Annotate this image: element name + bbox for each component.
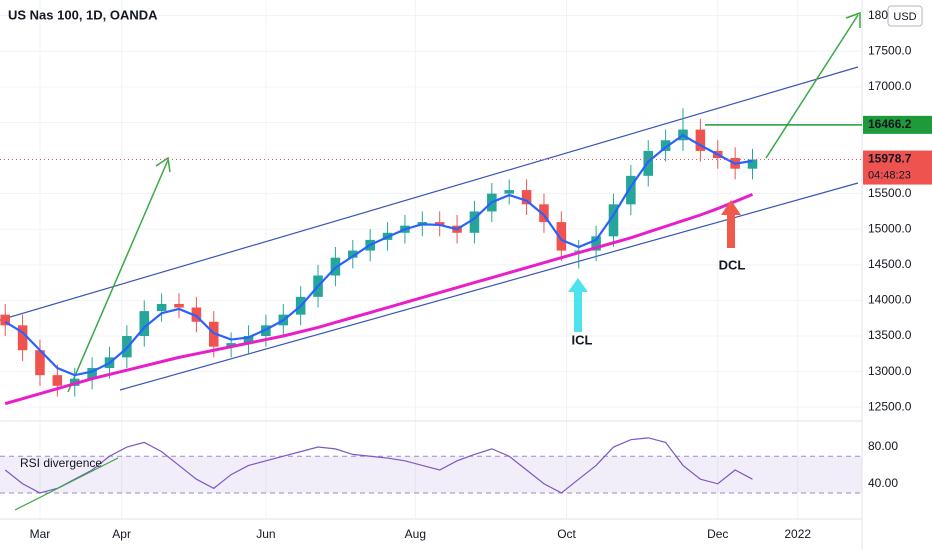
dcl-arrow: [721, 200, 741, 248]
y-tick-label: 15500.0: [868, 186, 912, 200]
candle-body: [573, 250, 584, 252]
rsi-band: [0, 456, 862, 493]
y-tick-label: 13000.0: [868, 364, 912, 378]
level-label: 16466.2: [868, 117, 912, 131]
y-tick-label: 14500.0: [868, 257, 912, 271]
channel-upper: [0, 66, 859, 321]
countdown: 04:48:23: [868, 169, 911, 181]
candle-body: [660, 140, 671, 151]
candle-body: [0, 314, 10, 326]
candle-body: [35, 350, 45, 376]
candle-body: [156, 303, 167, 312]
y-tick-label: 17500.0: [868, 43, 912, 57]
y-tick-label: 14000.0: [868, 293, 912, 307]
last-price-label: 15978.7: [868, 152, 912, 166]
candle-body: [504, 190, 514, 194]
x-tick-label: Oct: [557, 527, 576, 541]
candle-body: [191, 307, 202, 322]
candle-body: [52, 375, 63, 386]
layer: [0, 108, 862, 494]
currency-box: [887, 5, 923, 27]
level-label-box: [863, 115, 932, 134]
candle-body: [747, 159, 758, 169]
candle-body: [591, 236, 601, 251]
last-price-box: [863, 150, 932, 185]
rsi-line: [4, 437, 753, 494]
x-tick-label: Dec: [707, 527, 728, 541]
y-tick-label: 13500.0: [868, 328, 912, 342]
candle-body: [226, 343, 236, 347]
x-tick-label: Jun: [256, 527, 275, 541]
x-tick-label: Aug: [405, 527, 426, 541]
arrow: [67, 11, 861, 393]
rsi-tick-label: 80.00: [868, 439, 898, 453]
chart-title: US Nas 100, 1D, OANDA: [8, 7, 158, 22]
annotation: DCL: [719, 257, 746, 272]
icl-arrow: [568, 278, 588, 332]
candle-body: [626, 175, 636, 205]
candle-body: [348, 250, 358, 258]
y-tick-label: 15000.0: [868, 221, 912, 235]
candle-body: [469, 211, 480, 233]
x-tick-label: Apr: [112, 527, 131, 541]
rsi-tick-label: 40.00: [868, 476, 898, 490]
candle-body: [608, 204, 619, 237]
candle-body: [539, 204, 549, 223]
currency: USD: [893, 11, 916, 23]
y-tick-label: 12500.0: [868, 399, 912, 413]
x-tick-label: 2022: [784, 527, 811, 541]
candle-body: [139, 311, 150, 337]
candle-body: [243, 336, 254, 344]
candle-body: [87, 368, 97, 379]
candle-body: [521, 190, 532, 205]
candle-body: [174, 303, 184, 308]
candle-body: [695, 129, 706, 151]
divergence-line: [14, 457, 119, 511]
x-tick-label: Mar: [30, 527, 51, 541]
candle-body: [17, 325, 28, 351]
y-tick-label: 17000.0: [868, 79, 912, 93]
annotation: RSI divergence: [20, 456, 102, 470]
candle-body: [556, 222, 567, 251]
annotation: ICL: [572, 332, 593, 347]
ma-line: [4, 133, 753, 377]
ma-line: [4, 192, 754, 406]
